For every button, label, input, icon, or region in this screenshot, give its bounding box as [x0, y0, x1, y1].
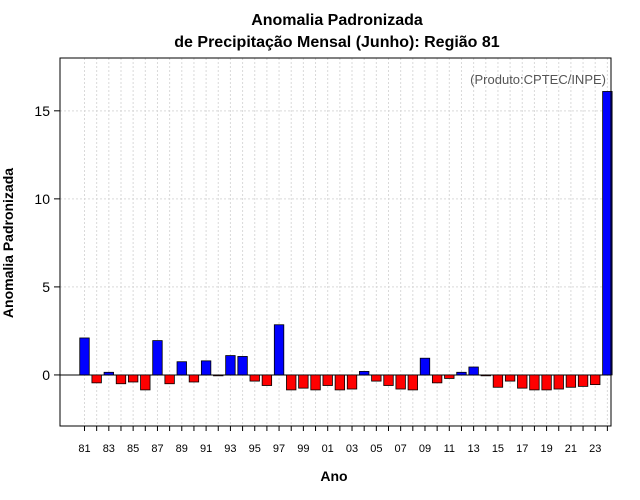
bar-17: [517, 374, 528, 389]
x-tick-label: 87: [151, 443, 163, 455]
bar-92: [213, 374, 224, 377]
bar-24: [602, 91, 613, 376]
bar-21: [565, 374, 577, 388]
bar-07: [395, 374, 406, 390]
bar-96: [261, 374, 273, 386]
y-tick-label: 10: [34, 191, 50, 207]
bar-10: [431, 374, 443, 384]
y-tick-label: 15: [34, 103, 50, 119]
x-tick-label: 93: [224, 443, 236, 455]
bar-03: [346, 374, 358, 390]
source-annotation: (Produto:CPTEC/INPE): [470, 72, 606, 87]
x-tick-label: 97: [273, 443, 285, 455]
x-tick-label: 15: [492, 443, 504, 455]
x-tick-label: 95: [249, 443, 261, 455]
y-tick-label: 5: [42, 279, 50, 295]
bar-06: [383, 374, 394, 386]
x-tick-label: 99: [297, 443, 309, 455]
x-tick-label: 81: [78, 443, 90, 455]
bar-20: [553, 374, 564, 390]
bar-94: [237, 356, 248, 376]
bar-90: [188, 374, 200, 383]
bar-14: [480, 374, 491, 377]
bar-88: [164, 374, 175, 385]
plot-frame: [59, 57, 612, 427]
x-tick-label: 89: [176, 443, 188, 455]
x-axis: 81 83 85 87 89 91 93 95 97 99 01 03 05 07 09 11 13 15 17 19…: [78, 426, 608, 455]
x-tick-label: 03: [346, 443, 358, 455]
x-tick-label: 19: [540, 443, 552, 455]
bar-95: [249, 374, 260, 382]
bar-13: [468, 366, 479, 376]
bar-83: [103, 371, 114, 376]
bar-08: [407, 374, 418, 391]
bar-12: [456, 371, 467, 376]
bar-87: [152, 340, 163, 376]
bar-85: [127, 374, 139, 383]
chart-title-line1: Anomalia Padronizada: [251, 12, 423, 29]
bars: [79, 91, 613, 391]
x-tick-label: 11: [444, 443, 455, 455]
bar-04: [359, 371, 370, 376]
bar-98: [286, 374, 297, 391]
bar-81: [79, 337, 90, 376]
x-tick-label: 13: [467, 443, 479, 455]
bar-86: [140, 374, 151, 391]
bar-00: [310, 374, 321, 391]
bar-02: [334, 374, 346, 391]
x-tick-label: 85: [127, 443, 139, 455]
bar-15: [492, 374, 504, 388]
x-tick-label: 07: [395, 443, 407, 455]
bar-97: [273, 324, 285, 376]
grid: [60, 58, 611, 426]
x-tick-label: 09: [419, 443, 431, 455]
bar-91: [200, 360, 212, 376]
y-axis-label: Anomalia Padronizada: [0, 168, 16, 318]
bar-22: [577, 374, 589, 387]
bar-19: [541, 374, 552, 391]
x-tick-label: 01: [322, 443, 334, 455]
x-tick-label: 05: [370, 443, 382, 455]
bar-01: [322, 374, 333, 386]
bar-89: [176, 361, 187, 376]
bar-99: [298, 374, 309, 389]
x-axis-label: Ano: [320, 468, 347, 484]
x-tick-label: 21: [565, 443, 577, 455]
bar-84: [115, 374, 127, 385]
y-axis: 0 5 10 15: [34, 103, 60, 383]
bar-82: [91, 374, 102, 384]
x-tick-label: 17: [516, 443, 528, 455]
bar-16: [504, 374, 516, 382]
bar-18: [529, 374, 540, 391]
x-tick-label: 91: [200, 443, 212, 455]
x-tick-label: 23: [589, 443, 601, 455]
bar-05: [371, 374, 382, 382]
y-tick-label: 0: [42, 367, 50, 383]
chart-title-line2: de Precipitação Mensal (Junho): Região 8…: [174, 34, 500, 51]
bar-11: [444, 374, 455, 379]
bar-23: [590, 374, 601, 386]
bar-93: [225, 355, 236, 376]
x-tick-label: 83: [103, 443, 115, 455]
bar-09: [419, 357, 431, 376]
